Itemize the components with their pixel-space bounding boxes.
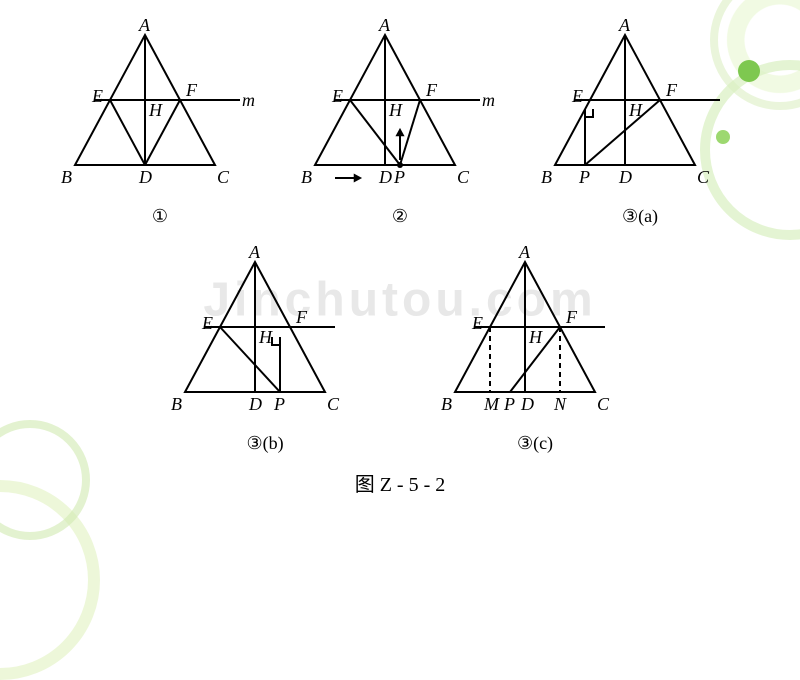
svg-text:B: B bbox=[541, 167, 552, 187]
diagram-row-1: mABCEFHD ① mABCEFHDP ② ABCEFHPD ③(a) bbox=[60, 30, 740, 227]
figure-1: mABCEFHD ① bbox=[65, 30, 255, 227]
diagram-row-2: ABCEFHDP ③(b) ABCEFHMPDN ③(c) bbox=[60, 257, 740, 454]
svg-text:M: M bbox=[483, 394, 500, 414]
svg-text:N: N bbox=[553, 394, 567, 414]
svg-text:H: H bbox=[258, 327, 273, 347]
svg-text:H: H bbox=[148, 100, 163, 120]
svg-text:F: F bbox=[185, 80, 198, 100]
figure-1-caption: ① bbox=[152, 206, 168, 227]
svg-text:A: A bbox=[618, 15, 631, 35]
figure-1-svg: mABCEFHD bbox=[65, 30, 255, 200]
figure-3c: ABCEFHMPDN ③(c) bbox=[445, 257, 625, 454]
svg-text:F: F bbox=[665, 80, 678, 100]
figure-3a-caption: ③(a) bbox=[622, 206, 658, 227]
svg-text:C: C bbox=[327, 394, 340, 414]
figure-3a: ABCEFHPD ③(a) bbox=[545, 30, 735, 227]
svg-text:D: D bbox=[248, 394, 262, 414]
figure-2-svg: mABCEFHDP bbox=[305, 30, 495, 200]
svg-text:A: A bbox=[248, 242, 261, 262]
figure-2: mABCEFHDP ② bbox=[305, 30, 495, 227]
svg-text:D: D bbox=[138, 167, 152, 187]
svg-text:B: B bbox=[61, 167, 72, 187]
svg-text:F: F bbox=[425, 80, 438, 100]
svg-text:D: D bbox=[520, 394, 534, 414]
svg-text:m: m bbox=[242, 90, 255, 110]
svg-text:P: P bbox=[578, 167, 590, 187]
figure-3b: ABCEFHDP ③(b) bbox=[175, 257, 355, 454]
svg-text:B: B bbox=[301, 167, 312, 187]
svg-text:P: P bbox=[393, 167, 405, 187]
svg-text:C: C bbox=[217, 167, 230, 187]
svg-text:H: H bbox=[628, 100, 643, 120]
svg-text:C: C bbox=[457, 167, 470, 187]
svg-text:E: E bbox=[571, 86, 583, 106]
svg-text:E: E bbox=[331, 86, 343, 106]
svg-text:F: F bbox=[565, 307, 578, 327]
svg-text:E: E bbox=[471, 313, 483, 333]
svg-text:D: D bbox=[378, 167, 392, 187]
svg-text:A: A bbox=[378, 15, 391, 35]
svg-text:D: D bbox=[618, 167, 632, 187]
diagram-content: mABCEFHD ① mABCEFHDP ② ABCEFHPD ③(a) ABC… bbox=[0, 0, 800, 600]
figure-3b-caption: ③(b) bbox=[246, 433, 283, 454]
figure-3b-svg: ABCEFHDP bbox=[175, 257, 355, 427]
figure-3c-svg: ABCEFHMPDN bbox=[445, 257, 625, 427]
svg-text:P: P bbox=[273, 394, 285, 414]
svg-text:A: A bbox=[138, 15, 151, 35]
main-caption: 图 Z - 5 - 2 bbox=[60, 468, 740, 497]
svg-text:P: P bbox=[503, 394, 515, 414]
figure-3c-caption: ③(c) bbox=[517, 433, 553, 454]
svg-text:E: E bbox=[201, 313, 213, 333]
svg-text:H: H bbox=[528, 327, 543, 347]
svg-text:F: F bbox=[295, 307, 308, 327]
svg-text:C: C bbox=[597, 394, 610, 414]
svg-text:B: B bbox=[441, 394, 452, 414]
svg-text:m: m bbox=[482, 90, 495, 110]
figure-2-caption: ② bbox=[392, 206, 408, 227]
svg-text:A: A bbox=[518, 242, 531, 262]
figure-3a-svg: ABCEFHPD bbox=[545, 30, 735, 200]
svg-text:E: E bbox=[91, 86, 103, 106]
svg-text:B: B bbox=[171, 394, 182, 414]
svg-text:C: C bbox=[697, 167, 710, 187]
svg-text:H: H bbox=[388, 100, 403, 120]
